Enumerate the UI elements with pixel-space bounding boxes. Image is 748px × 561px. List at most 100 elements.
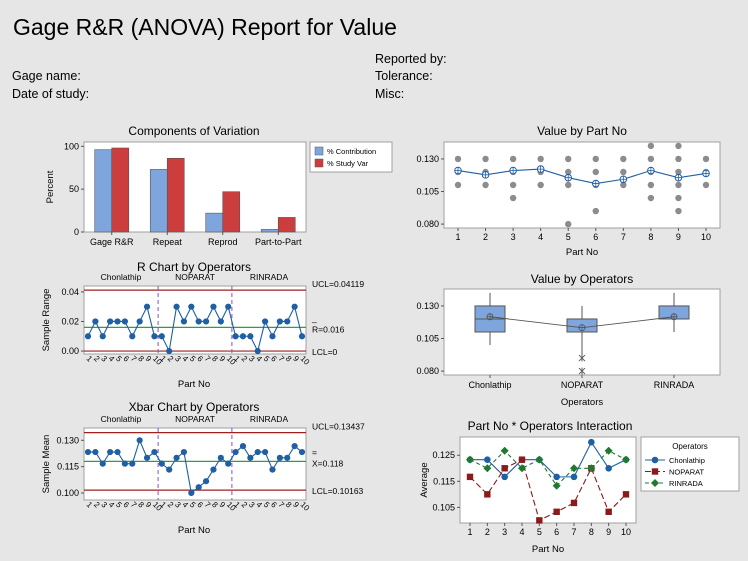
value-part-point bbox=[702, 181, 710, 189]
value-part-x-tick-label: 6 bbox=[593, 232, 598, 242]
r-chart-x-tick-label: 8 bbox=[210, 354, 220, 364]
xbar-chart-y-label: Sample Mean bbox=[41, 435, 52, 494]
value-part-x-tick-label: 3 bbox=[511, 232, 516, 242]
value-part-y-tick-label: 0.130 bbox=[416, 154, 439, 164]
r-chart-x-tick-label: 3 bbox=[173, 354, 183, 364]
components-category-label: Repeat bbox=[153, 237, 183, 247]
xbar-chart-y-tick-label: 0.115 bbox=[57, 462, 79, 472]
r-chart-point-14 bbox=[188, 303, 195, 310]
xbar-chart-point-11 bbox=[166, 466, 173, 473]
value-operator-mean-cross-1 bbox=[579, 324, 585, 331]
xbar-chart-y-tick-label: 0.130 bbox=[56, 435, 79, 445]
components-category-label: Reprod bbox=[208, 237, 238, 247]
xbar-chart-point-2 bbox=[99, 460, 106, 467]
xbar-chart-operator-label-1: NOPARAT bbox=[175, 414, 215, 424]
reported-by-label: Reported by: bbox=[375, 52, 447, 66]
interaction-point-0 bbox=[570, 473, 578, 481]
xbar-chart-x-tick-label: 3 bbox=[247, 500, 257, 510]
r-chart-x-tick-label: 9 bbox=[217, 354, 227, 364]
xbar-chart-point-28 bbox=[291, 442, 298, 450]
value-operator-mean-cross-2 bbox=[671, 313, 677, 320]
value-part-y-tick-label: 0.105 bbox=[416, 187, 439, 197]
interaction-x-tick-label: 3 bbox=[502, 527, 507, 537]
value-part-y-tick-label: 0.080 bbox=[416, 219, 439, 229]
interaction-point-1 bbox=[466, 473, 474, 481]
value-part-point bbox=[647, 194, 655, 202]
xbar-chart-x-tick-label: 8 bbox=[136, 500, 146, 510]
xbar-chart-point-14 bbox=[188, 489, 195, 497]
components-y-tick-label: 50 bbox=[69, 184, 79, 194]
interaction-legend-label-1: NOPARAT bbox=[669, 468, 705, 477]
r-chart-center-bar: _ bbox=[311, 313, 317, 323]
interaction-line-2 bbox=[469, 450, 627, 487]
r-chart-y-label: Sample Range bbox=[41, 289, 52, 352]
interaction-point-0 bbox=[553, 473, 560, 481]
xbar-chart-x-tick-label: 7 bbox=[129, 500, 139, 510]
r-chart-point-19 bbox=[225, 303, 232, 310]
r-chart-x-tick-label: 9 bbox=[144, 354, 154, 364]
r-chart-x-tick-label: 7 bbox=[203, 354, 213, 364]
xbar-chart-x-tick-label: 5 bbox=[114, 500, 124, 510]
r-chart-point-12 bbox=[173, 303, 180, 310]
interaction-title: Part No * Operators Interaction bbox=[468, 419, 633, 433]
legend-swatch-0 bbox=[314, 146, 324, 156]
interaction-legend-marker-2 bbox=[651, 479, 659, 487]
interaction-point-2 bbox=[466, 455, 474, 464]
interaction-x-tick-label: 6 bbox=[554, 527, 559, 537]
r-chart-point-28 bbox=[291, 303, 298, 310]
value-operator-category-label: RINRADA bbox=[654, 380, 695, 390]
xbar-chart-point-23 bbox=[254, 448, 261, 456]
interaction-y-tick-label: 0.125 bbox=[432, 450, 455, 460]
r-chart-point-18 bbox=[217, 318, 224, 325]
xbar-chart-x-tick-label: 5 bbox=[262, 500, 272, 510]
xbar-chart-x-label: Part No bbox=[178, 525, 210, 536]
xbar-chart-x-tick-label: 3 bbox=[99, 500, 109, 510]
value-part-mean-cross bbox=[620, 175, 627, 183]
value-part-mean-line bbox=[457, 168, 707, 185]
xbar-chart-x-tick-label: 2 bbox=[240, 500, 250, 510]
xbar-chart-point-7 bbox=[136, 437, 143, 444]
interaction-point-1 bbox=[518, 456, 526, 463]
xbar-chart-plot-frame bbox=[83, 427, 307, 501]
value-operator-y-tick-label: 0.130 bbox=[416, 301, 439, 311]
r-chart-x-tick-label: 2 bbox=[166, 354, 176, 364]
value-part-x-tick-label: 4 bbox=[538, 232, 543, 242]
r-chart-point-21 bbox=[239, 333, 247, 340]
r-chart-x-tick-label: 2 bbox=[92, 354, 102, 364]
value-operator-y-tick-label: 0.080 bbox=[416, 366, 439, 376]
r-chart-x-tick-label: 5 bbox=[114, 354, 124, 364]
r-chart-x-label: Part No bbox=[178, 379, 210, 390]
xbar-chart-y-tick-label: 0.100 bbox=[56, 488, 79, 498]
interaction-point-2 bbox=[622, 455, 630, 464]
value-part-mean-cross bbox=[482, 171, 489, 179]
components-title: Components of Variation bbox=[128, 124, 259, 138]
r-chart-x-tick-label: 7 bbox=[276, 354, 286, 364]
xbar-chart-x-tick-label: 2 bbox=[166, 500, 176, 510]
value-part-mean-cross bbox=[592, 180, 600, 187]
xbar-chart-lcl-label: LCL=0.10163 bbox=[312, 486, 364, 496]
components-y-tick-label: 0 bbox=[74, 227, 79, 237]
xbar-chart-x-tick-label: 7 bbox=[203, 500, 213, 510]
xbar-chart-operator-label-2: RINRADA bbox=[250, 414, 289, 424]
gage-name-label: Gage name: bbox=[12, 69, 81, 83]
r-chart-point-23 bbox=[254, 347, 261, 355]
legend-label-1: % Study Var bbox=[327, 159, 369, 168]
xbar-chart-point-5 bbox=[121, 460, 128, 467]
xbar-chart-x-tick-label: 6 bbox=[269, 500, 279, 510]
value-part-point bbox=[675, 181, 682, 189]
xbar-chart-point-22 bbox=[247, 454, 254, 461]
value-part-point bbox=[537, 181, 544, 189]
interaction-point-0 bbox=[605, 464, 612, 472]
r-chart-point-4 bbox=[114, 318, 121, 325]
xbar-chart-point-24 bbox=[262, 448, 269, 456]
r-chart-point-1 bbox=[92, 318, 99, 325]
value-part-point bbox=[620, 168, 627, 176]
tolerance-label: Tolerance: bbox=[375, 69, 433, 83]
value-operator-y-tick-label: 0.105 bbox=[416, 334, 439, 344]
report-title: Gage R&R (ANOVA) Report for Value bbox=[13, 14, 397, 40]
xbar-chart-x-tick-label: 9 bbox=[144, 500, 154, 510]
interaction-point-2 bbox=[518, 464, 526, 473]
interaction-x-tick-label: 9 bbox=[606, 527, 611, 537]
r-chart-operator-label-2: RINRADA bbox=[250, 272, 289, 282]
